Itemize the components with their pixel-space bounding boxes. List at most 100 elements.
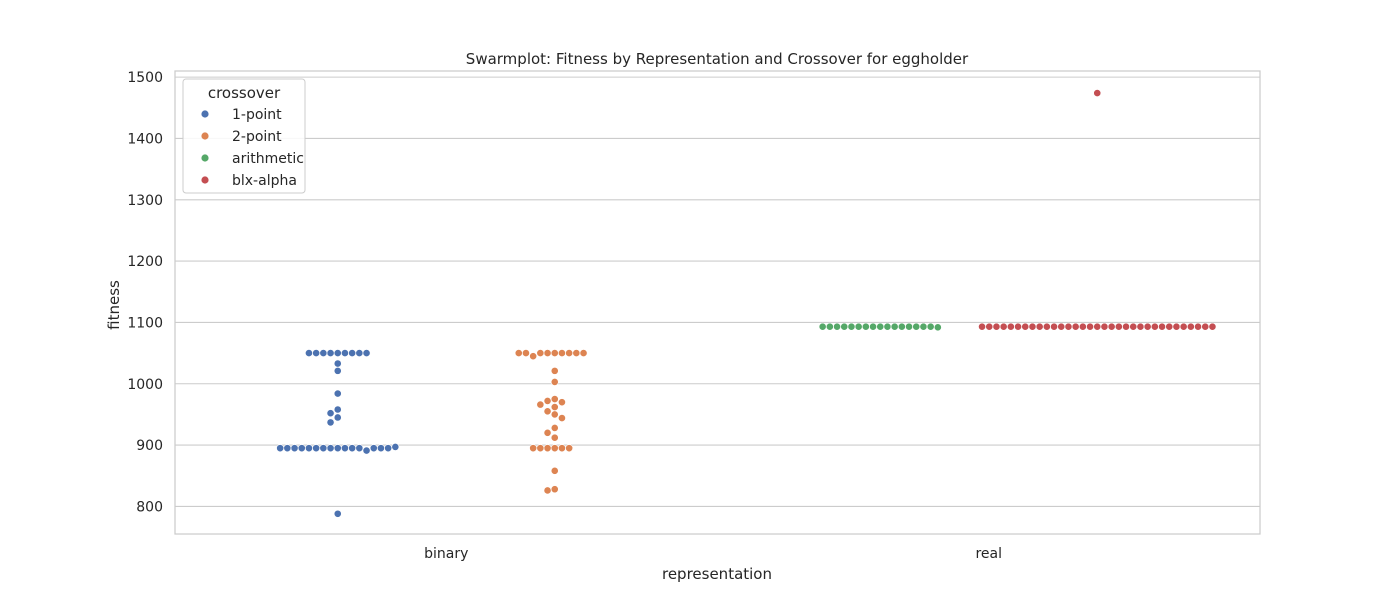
chart-title: Swarmplot: Fitness by Representation and… xyxy=(466,50,969,68)
data-point-1-point xyxy=(297,444,306,453)
data-point-arithmetic xyxy=(897,322,906,331)
data-point-blx-alpha xyxy=(1014,322,1022,331)
data-point-arithmetic xyxy=(926,322,935,331)
data-point-blx-alpha xyxy=(1042,322,1051,331)
data-point-blx-alpha xyxy=(1086,322,1094,331)
data-point-arithmetic xyxy=(883,322,892,331)
data-point-2-point xyxy=(522,349,530,357)
legend-marker xyxy=(201,176,209,184)
data-point-2-point xyxy=(543,486,552,495)
data-point-2-point xyxy=(550,424,559,432)
y-tick-label: 1200 xyxy=(127,254,163,270)
data-point-2-point xyxy=(543,428,552,437)
data-point-2-point xyxy=(550,485,559,494)
data-point-1-point xyxy=(333,349,342,357)
data-points xyxy=(276,89,1217,518)
data-point-2-point xyxy=(543,397,552,405)
data-point-arithmetic xyxy=(825,322,834,331)
y-tick-label: 800 xyxy=(136,499,163,515)
data-point-2-point xyxy=(536,400,545,409)
data-point-2-point xyxy=(550,410,559,419)
data-point-1-point xyxy=(391,443,400,451)
data-point-arithmetic xyxy=(912,322,921,331)
data-point-2-point xyxy=(529,444,538,453)
data-point-blx-alpha xyxy=(1172,322,1181,331)
data-point-blx-alpha xyxy=(992,322,1001,331)
data-point-arithmetic xyxy=(869,322,877,331)
data-point-1-point xyxy=(348,444,357,453)
data-point-1-point xyxy=(319,444,328,453)
data-point-1-point xyxy=(319,349,328,357)
data-point-blx-alpha xyxy=(1208,322,1217,331)
data-point-arithmetic xyxy=(840,322,849,331)
legend-items: 1-point 2-point arithmetic blx-alpha xyxy=(201,107,304,189)
data-point-1-point xyxy=(333,444,342,453)
data-point-blx-alpha xyxy=(1194,322,1202,331)
data-point-blx-alpha xyxy=(1129,322,1138,331)
data-point-1-point xyxy=(333,359,342,368)
data-point-1-point xyxy=(326,418,335,427)
data-point-blx-alpha xyxy=(1201,322,1210,331)
y-axis-label: fitness xyxy=(105,280,123,330)
data-point-arithmetic xyxy=(876,322,885,331)
data-point-2-point xyxy=(536,444,545,453)
data-point-2-point xyxy=(558,444,566,453)
data-point-blx-alpha xyxy=(1093,322,1102,331)
legend-label: arithmetic xyxy=(232,151,304,167)
data-point-2-point xyxy=(550,466,559,475)
data-point-blx-alpha xyxy=(1122,322,1130,331)
data-point-1-point xyxy=(326,349,335,357)
data-point-1-point xyxy=(305,349,313,357)
legend-label: 1-point xyxy=(232,107,282,123)
data-point-1-point xyxy=(341,444,349,453)
data-point-2-point xyxy=(550,403,559,411)
data-point-blx-alpha xyxy=(1107,322,1116,331)
x-tick-label: binary xyxy=(424,546,468,562)
data-point-blx-alpha xyxy=(1006,322,1015,331)
x-tick-label: real xyxy=(975,546,1002,562)
data-point-1-point xyxy=(355,444,364,453)
data-point-blx-alpha xyxy=(1050,322,1058,331)
y-tick-label: 1400 xyxy=(127,131,163,147)
x-axis-label: representation xyxy=(662,565,772,583)
y-tick-label: 1300 xyxy=(127,193,163,209)
data-point-blx-alpha xyxy=(978,322,986,331)
data-point-arithmetic xyxy=(861,322,870,331)
legend: crossover 1-point 2-point arithmetic blx-al… xyxy=(182,78,306,194)
data-point-blx-alpha xyxy=(1021,322,1030,331)
data-point-blx-alpha xyxy=(1158,322,1166,331)
data-point-blx-alpha xyxy=(1150,322,1159,331)
data-point-blx-alpha xyxy=(1136,322,1145,331)
data-point-2-point xyxy=(543,407,552,416)
data-point-1-point xyxy=(305,444,313,453)
data-point-1-point xyxy=(276,444,285,453)
data-point-2-point xyxy=(543,444,552,453)
data-point-1-point xyxy=(333,405,342,414)
data-point-1-point xyxy=(312,444,321,453)
data-point-arithmetic xyxy=(854,322,863,331)
data-point-1-point xyxy=(362,349,371,357)
data-point-blx-alpha xyxy=(1035,322,1044,331)
data-point-1-point xyxy=(355,349,364,357)
data-point-2-point xyxy=(529,352,538,361)
y-tick-label: 1500 xyxy=(127,70,163,86)
data-point-2-point xyxy=(572,349,581,357)
data-point-blx-alpha xyxy=(1114,322,1123,331)
data-point-1-point xyxy=(290,444,299,453)
data-point-blx-alpha xyxy=(1165,322,1174,331)
data-point-1-point xyxy=(377,444,385,453)
legend-marker xyxy=(201,110,209,118)
data-point-2-point xyxy=(543,349,552,357)
data-point-2-point xyxy=(558,398,566,407)
data-point-arithmetic xyxy=(847,322,856,331)
data-point-blx-alpha xyxy=(1057,322,1066,331)
data-point-2-point xyxy=(514,349,523,357)
data-point-1-point xyxy=(333,366,342,375)
data-point-blx-alpha xyxy=(1093,89,1102,97)
legend-label: blx-alpha xyxy=(232,173,297,189)
data-point-2-point xyxy=(550,349,559,357)
data-point-2-point xyxy=(550,366,559,375)
data-point-1-point xyxy=(333,389,342,398)
data-point-1-point xyxy=(369,444,378,453)
data-point-1-point xyxy=(333,509,342,518)
